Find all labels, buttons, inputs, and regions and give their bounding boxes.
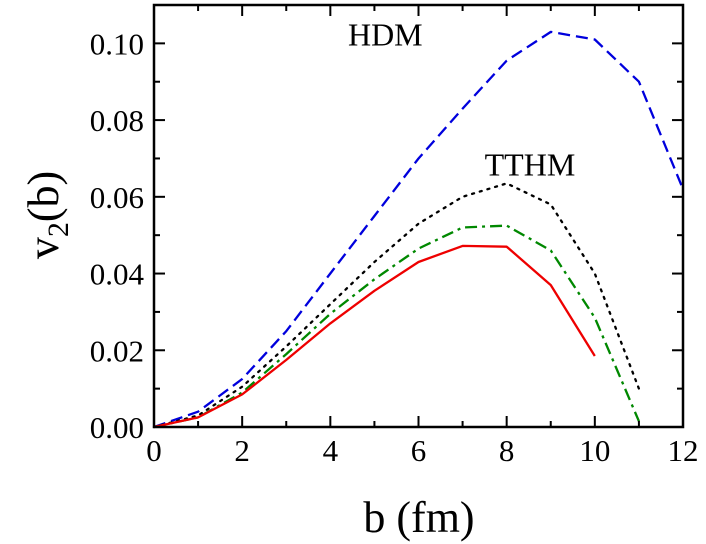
y-tick-label: 0.04: [90, 257, 145, 292]
ticks-layer: 0 2 4 6 8 10 12 0.00 0.02 0.04 0.06 0.08 0.10: [90, 5, 699, 468]
x-tick-label: 0: [146, 433, 162, 468]
x-tick-label: 8: [499, 433, 515, 468]
series-line-curve-3: [153, 224, 640, 429]
y-tick-label: 0.06: [90, 180, 144, 215]
x-tick-label: 4: [323, 433, 339, 468]
x-tick-label: 2: [234, 433, 250, 468]
x-tick-label: 12: [668, 433, 699, 468]
plot-frame: [152, 3, 685, 429]
x-axis-title: b (fm): [363, 493, 474, 542]
series-layer: [152, 30, 685, 429]
annotation-hdm: HDM: [348, 16, 423, 52]
series-line-tthm: [152, 182, 641, 429]
y-tick-label: 0.10: [90, 26, 144, 61]
annotation-tthm: TTHM: [485, 147, 576, 183]
y-axis-title: v2(b): [19, 171, 75, 259]
x-tick-label: 10: [579, 433, 610, 468]
annotation-layer: HDM TTHM: [348, 16, 575, 182]
x-tick-label: 6: [411, 433, 427, 468]
y-tick-label: 0.00: [90, 410, 144, 445]
y-tick-label: 0.08: [90, 103, 144, 138]
series-line-hdm: [153, 30, 685, 429]
y-tick-label: 0.02: [90, 333, 144, 368]
series-line-curve-4: [153, 244, 596, 429]
